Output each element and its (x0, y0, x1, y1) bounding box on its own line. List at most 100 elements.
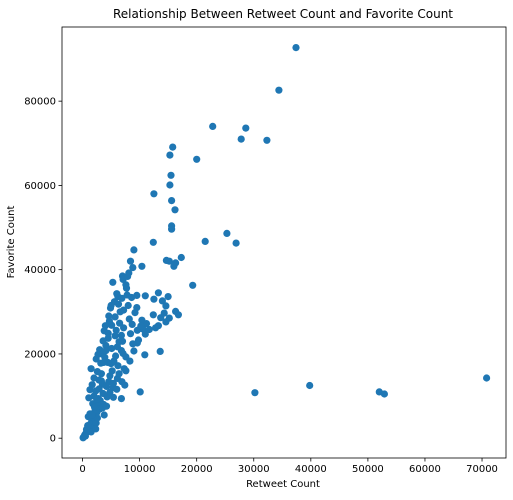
data-point (150, 190, 158, 198)
data-point (112, 326, 120, 334)
data-point (126, 357, 134, 365)
data-point (95, 385, 103, 393)
data-point (157, 314, 165, 322)
data-point (100, 358, 108, 366)
data-point (251, 389, 259, 397)
data-point (174, 311, 182, 319)
data-point (154, 322, 162, 330)
data-point (150, 295, 158, 303)
data-point (90, 403, 99, 411)
data-point (201, 237, 209, 245)
data-point (87, 365, 95, 373)
y-tick-label: 40000 (24, 265, 56, 276)
data-point (124, 301, 132, 310)
y-axis: 0 20000 40000 60000 80000 (24, 97, 62, 445)
data-point (85, 394, 93, 402)
data-point (113, 290, 121, 298)
data-point (117, 395, 125, 403)
y-tick-label: 20000 (24, 349, 56, 360)
data-point (138, 262, 146, 270)
data-point (97, 377, 105, 385)
data-point (168, 225, 176, 233)
data-point (141, 351, 149, 359)
data-point (118, 337, 127, 345)
data-point (165, 257, 173, 265)
data-point (126, 330, 135, 338)
data-point (104, 329, 112, 337)
data-point (111, 313, 119, 321)
data-point (106, 388, 114, 396)
x-tick-label: 0 (79, 464, 85, 475)
data-point (149, 311, 157, 319)
data-point (109, 379, 117, 387)
data-point (99, 337, 107, 345)
data-point (109, 393, 117, 401)
data-point (116, 308, 124, 316)
data-point (263, 136, 271, 144)
data-point (94, 350, 102, 358)
data-point (149, 238, 157, 246)
data-point (119, 349, 127, 358)
x-tick-label: 70000 (466, 464, 498, 475)
data-point (108, 344, 116, 353)
data-point (177, 253, 185, 262)
data-point (102, 402, 111, 410)
data-point (93, 414, 101, 422)
data-point (162, 302, 170, 310)
plot-area (61, 26, 507, 459)
y-axis-label: Favorite Count (6, 206, 17, 279)
data-point (126, 257, 135, 265)
data-point (88, 381, 96, 389)
data-point (166, 181, 174, 189)
data-point (166, 151, 174, 159)
data-point (120, 324, 128, 332)
data-point (100, 411, 108, 419)
data-point (275, 86, 283, 94)
data-point (164, 293, 172, 301)
data-point (102, 347, 110, 355)
x-tick-label: 30000 (238, 464, 270, 475)
data-point (92, 425, 100, 433)
data-point (169, 143, 177, 151)
data-point (93, 368, 101, 376)
data-point (125, 315, 133, 323)
y-tick-label: 60000 (24, 181, 56, 192)
data-point (168, 197, 176, 205)
data-point (138, 316, 146, 324)
data-point (171, 206, 179, 214)
data-point (81, 432, 89, 440)
data-point (137, 322, 145, 330)
data-point (111, 332, 119, 340)
data-point (237, 135, 245, 143)
x-tick-label: 20000 (181, 464, 213, 475)
data-point (112, 352, 120, 360)
data-point (88, 411, 96, 419)
data-point (118, 294, 126, 302)
x-tick-label: 60000 (409, 464, 441, 475)
data-point (145, 325, 153, 334)
x-tick-label: 40000 (295, 464, 327, 475)
data-point (122, 367, 130, 375)
data-point (84, 422, 92, 430)
data-point (189, 281, 197, 289)
y-tick-label: 0 (50, 434, 56, 445)
data-point (162, 318, 170, 326)
data-point (130, 347, 138, 355)
chart-title: Relationship Between Retweet Count and F… (113, 7, 453, 21)
data-point (136, 388, 144, 396)
data-point (483, 374, 491, 382)
x-tick-label: 10000 (124, 464, 156, 475)
x-axis: 0 10000 20000 30000 40000 50000 60000 70000 (79, 458, 498, 475)
data-point (380, 390, 388, 398)
y-tick-label: 80000 (24, 97, 56, 108)
data-point (129, 340, 137, 348)
data-point (113, 385, 121, 393)
data-point (141, 292, 149, 300)
data-point (114, 362, 122, 370)
data-point (170, 262, 178, 270)
x-tick-label: 50000 (352, 464, 384, 475)
data-point (122, 284, 131, 292)
data-point (130, 246, 138, 254)
